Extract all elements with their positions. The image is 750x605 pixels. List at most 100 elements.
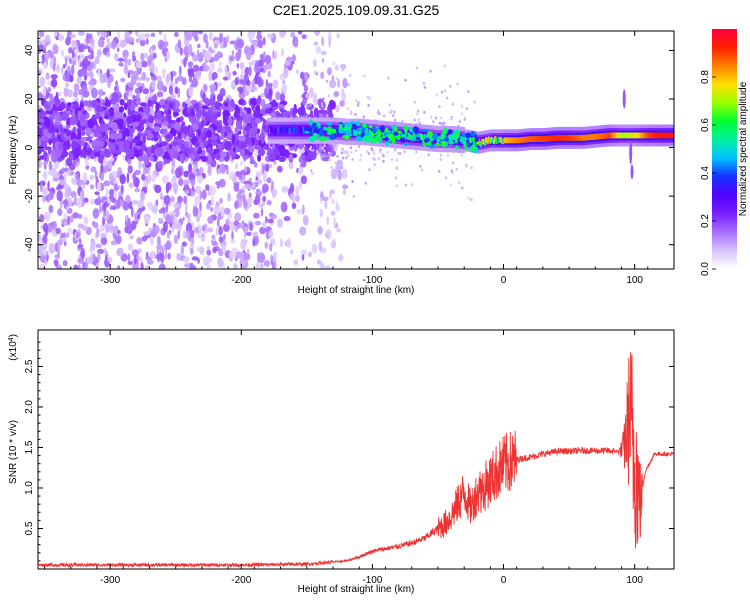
spectrogram-cell — [137, 156, 146, 162]
spectrogram-cell — [473, 139, 476, 146]
spectrogram-cell — [150, 144, 155, 154]
spectrogram-cell — [189, 125, 193, 135]
snr-frame — [37, 329, 675, 570]
spectrogram-cell — [217, 67, 223, 73]
spectrogram-cell — [428, 144, 436, 149]
spectrogram-cell — [140, 190, 146, 202]
spectrogram-cell — [367, 152, 371, 155]
spectrogram-cell — [341, 68, 345, 72]
spectrogram-cell — [54, 242, 58, 253]
spectrogram-cell — [97, 88, 104, 97]
spectrogram-cell — [253, 212, 260, 219]
colorbar-gradient — [712, 29, 737, 269]
spectrogram-cell — [88, 80, 94, 86]
spectrogram-cell — [645, 132, 648, 139]
spectrogram-cell — [278, 126, 281, 133]
spectrogram-cell — [159, 128, 165, 135]
spectrogram-cell — [184, 189, 190, 195]
spectrogram-cell — [216, 217, 220, 228]
spectrogram-cell — [365, 150, 369, 153]
spectrogram-cell — [152, 204, 158, 215]
spectrogram-cell — [238, 174, 242, 181]
spectrogram-cell — [113, 226, 118, 235]
spectrogram-cell — [291, 126, 294, 132]
spectrogram-cell — [71, 140, 78, 150]
spectrogram-cell — [339, 100, 345, 107]
spectrogram-cell — [666, 132, 669, 139]
spectrogram-cell — [201, 105, 209, 110]
spectrogram-cell — [170, 122, 175, 129]
spectrogram-cell — [272, 99, 277, 108]
spectrogram-cell — [133, 176, 140, 188]
spectrogram-cell — [327, 131, 333, 135]
spectrogram-cell — [500, 138, 504, 145]
spectrogram-cell — [89, 62, 95, 69]
spectrogram-cell — [157, 39, 165, 50]
colorbar-tick-label: 0.8 — [700, 70, 711, 84]
spectrogram-cell — [123, 58, 128, 63]
spectrogram-cell — [99, 140, 105, 147]
spectrogram-cell — [249, 222, 253, 232]
spectrogram-cell — [438, 136, 441, 142]
spectrogram-cell — [234, 200, 239, 210]
spectrogram-cell — [371, 156, 375, 160]
spectrogram-cell — [82, 152, 87, 159]
spectrogram-cell — [156, 110, 162, 120]
spectrogram-cell — [341, 168, 348, 180]
spectrogram-cell — [208, 70, 213, 82]
spectrogram-cell — [158, 209, 163, 214]
spectrogram-cell — [329, 79, 337, 89]
spectrogram-cell — [658, 132, 661, 139]
spectrogram-cell — [301, 254, 305, 261]
snr-y-axis: 0.5 1.0 1.5 2.0 2.5 — [24, 341, 674, 562]
spectrogram-cell — [392, 114, 395, 117]
spectrogram-cell — [144, 215, 150, 224]
spectrogram-cell — [191, 78, 199, 88]
spectrogram-cell — [318, 127, 321, 133]
spectrogram-cell — [206, 249, 212, 256]
spectrogram-cell — [321, 156, 330, 162]
spectrogram-cell — [156, 244, 164, 251]
spectrogram-cell — [99, 202, 102, 214]
spectrogram-cell — [423, 138, 429, 143]
spectrogram-cell — [456, 82, 459, 86]
spectrogram-cell — [290, 32, 296, 38]
spectrogram-cell — [76, 76, 82, 84]
spectrogram-cell — [60, 101, 66, 110]
spectrogram-cell — [342, 150, 350, 155]
spectrogram-cell — [327, 67, 332, 76]
spectrogram-cell — [242, 129, 247, 136]
spectrogram-cell — [655, 132, 658, 139]
spectrogram-cell — [391, 125, 396, 130]
spectrogram-cell — [194, 35, 199, 42]
spectrogram-cell — [324, 265, 331, 269]
spectrogram-cell — [104, 255, 108, 263]
spectrogram-cell — [362, 115, 365, 119]
spectrogram-cell — [264, 87, 268, 98]
spectrogram-cell — [117, 47, 120, 53]
spectrogram-cell — [613, 132, 616, 139]
spectrogram-cell — [330, 168, 338, 180]
spectrogram-cell — [361, 123, 368, 129]
spectrogram-cell — [182, 101, 186, 108]
spectrogram-cell — [131, 138, 139, 144]
spectrogram-cell — [238, 222, 245, 229]
spectrogram-cell — [248, 127, 256, 138]
spectrogram-cell — [155, 102, 160, 112]
spectrogram-cell — [84, 264, 87, 269]
spectrogram-cell — [388, 129, 391, 136]
spectrogram-cell — [456, 136, 459, 143]
colorbar-tick-label: 0.4 — [700, 166, 711, 180]
spectrogram-cell — [156, 235, 161, 246]
spectrogram-cell — [157, 146, 164, 157]
spectrogram-cell — [347, 83, 350, 87]
spectrogram-cell — [336, 154, 339, 158]
spectrogram-cell — [420, 168, 424, 172]
spectrogram-cell — [171, 175, 177, 182]
spectrogram-cell — [156, 91, 164, 98]
spectrogram-cell — [159, 263, 165, 269]
spectrogram-cell — [622, 132, 626, 139]
spectrogram-cell — [38, 246, 44, 257]
spectrogram-cell — [465, 132, 471, 139]
